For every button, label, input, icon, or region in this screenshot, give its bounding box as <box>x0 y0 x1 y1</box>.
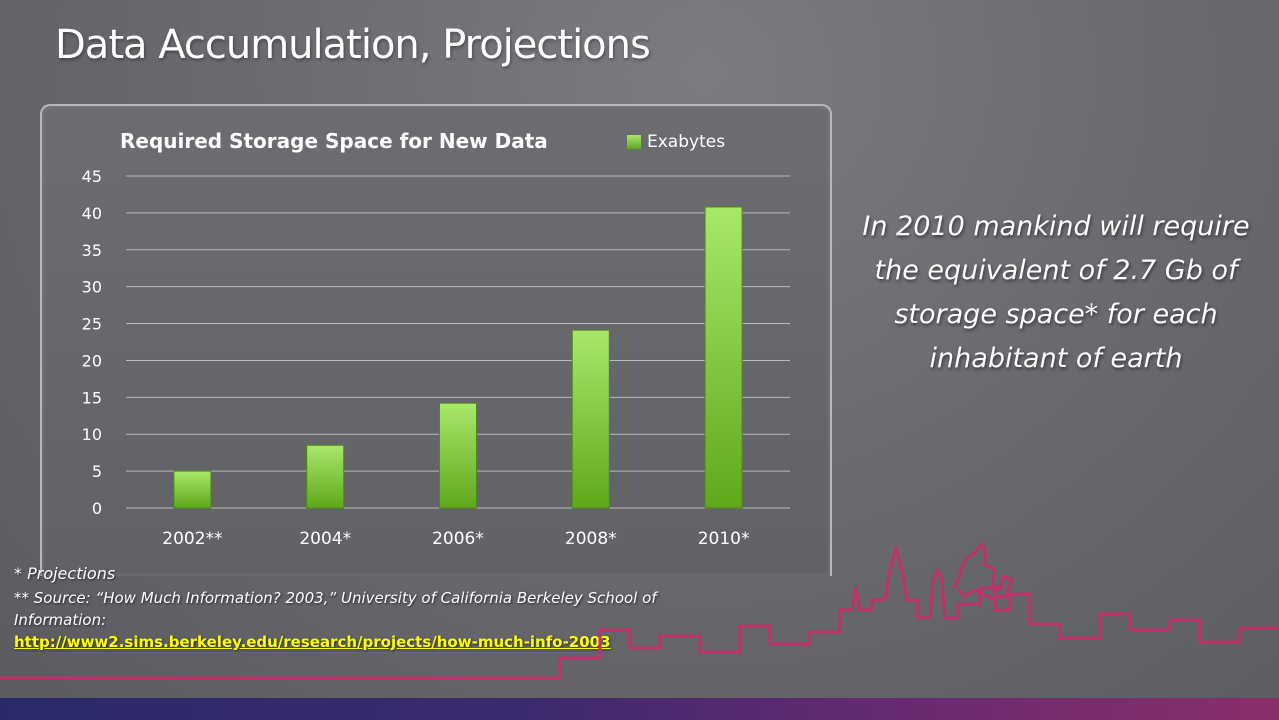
y-tick-label: 40 <box>82 204 102 223</box>
note-projections: * Projections <box>14 564 116 583</box>
legend-label: Exabytes <box>647 132 725 152</box>
bar-2006 <box>439 402 477 509</box>
bars <box>173 206 743 509</box>
y-tick-label: 20 <box>82 351 102 370</box>
note-source: ** Source: “How Much Information? 2003,”… <box>14 589 657 629</box>
bar-chart: Required Storage Space for New Data Exab… <box>82 129 790 549</box>
y-tick-label: 5 <box>92 462 102 481</box>
source-link[interactable]: http://www2.sims.berkeley.edu/research/p… <box>14 633 611 651</box>
city-skyline-decoration <box>0 542 1279 680</box>
y-tick-label: 25 <box>82 315 102 334</box>
x-tick-label: 2006* <box>432 529 484 549</box>
legend-swatch <box>627 135 641 149</box>
y-tick-label: 35 <box>82 241 102 260</box>
y-tick-label: 0 <box>92 499 102 518</box>
chart-frame <box>40 104 832 576</box>
bar-2004 <box>306 444 345 509</box>
y-tick-label: 10 <box>82 425 102 444</box>
footnotes: * Projections ** Source: “How Much Infor… <box>14 561 694 653</box>
slide-title: Data Accumulation, Projections <box>55 22 651 68</box>
y-tick-label: 45 <box>82 167 102 186</box>
bar-2002 <box>173 470 212 509</box>
x-tick-label: 2010* <box>698 529 750 549</box>
bar-2008 <box>571 329 610 509</box>
x-axis-ticks: 2002** 2004* 2006* 2008* 2010* <box>162 529 749 549</box>
y-axis-ticks: 0 5 10 15 20 25 30 35 40 45 <box>82 167 102 518</box>
bottom-band <box>0 698 1279 720</box>
y-tick-label: 15 <box>82 388 102 407</box>
x-tick-label: 2004* <box>299 529 351 549</box>
callout-text: In 2010 mankind will require the equival… <box>862 211 1250 374</box>
x-tick-label: 2002** <box>162 529 222 549</box>
x-tick-label: 2008* <box>565 529 617 549</box>
y-tick-label: 30 <box>82 278 102 297</box>
chart-title: Required Storage Space for New Data <box>120 129 548 153</box>
bar-2010 <box>704 206 743 509</box>
chart-legend: Exabytes <box>627 132 725 152</box>
